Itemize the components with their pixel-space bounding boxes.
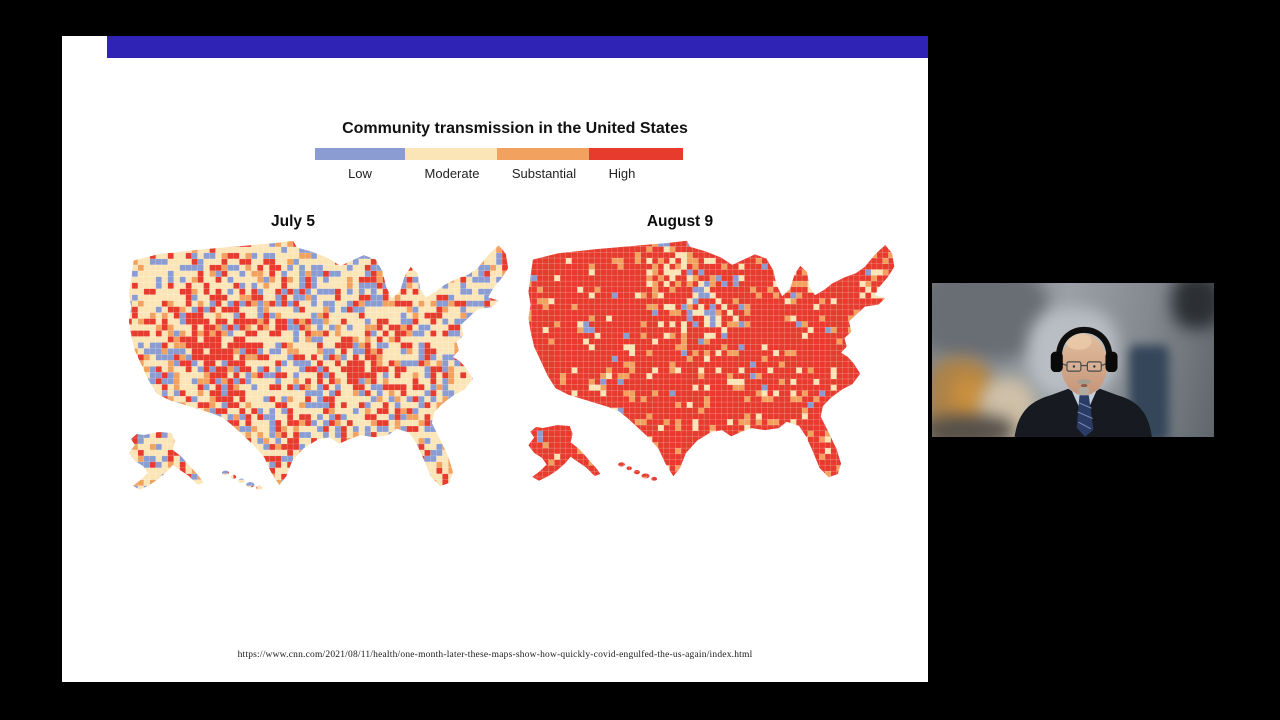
presenter-webcam-tile (929, 277, 1218, 443)
presenter-headphone-cup-right (1105, 351, 1118, 373)
presenter-figure (1014, 327, 1152, 437)
legend-swatch-moderate (405, 148, 497, 160)
figure-title: Community transmission in the United Sta… (342, 120, 688, 137)
legend-label-high: High (608, 166, 636, 181)
transmission-legend-labels: Low Moderate Substantial High (62, 166, 928, 184)
legend-label-low: Low (348, 166, 372, 181)
presenter-headphone-cup-left (1050, 351, 1063, 373)
presenter-goatee (1078, 386, 1090, 396)
background-orange-blob (951, 375, 986, 422)
map-title-august-9: August 9 (646, 213, 714, 230)
source-url-text: https://www.cnn.com/2021/08/11/health/on… (237, 650, 753, 660)
presenter-bald-highlight (1065, 333, 1092, 350)
presenter-eye-right (1093, 365, 1096, 368)
presenter-headphones-band (1056, 327, 1113, 355)
background-dark-corner-blob (1171, 283, 1214, 330)
presentation-slide: Community transmission in the United Sta… (62, 36, 928, 682)
background-dark-lower-blob (932, 415, 1014, 437)
choropleth-map-august-9 (528, 240, 895, 481)
choropleth-map-july-5 (128, 240, 509, 490)
presenter-tie-stripes (1077, 402, 1093, 430)
legend-swatch-substantial (497, 148, 589, 160)
presenter-mouth (1080, 383, 1088, 388)
map-title-july-5: July 5 (271, 213, 315, 230)
slide-title-bar (107, 36, 928, 58)
legend-swatch-high (589, 148, 683, 160)
transmission-legend-colorbar (315, 148, 683, 160)
presenter-tie (1076, 395, 1094, 437)
presenter-head (1060, 334, 1108, 396)
legend-label-substantial: Substantial (511, 166, 577, 181)
legend-label-moderate: Moderate (424, 166, 480, 181)
legend-swatch-low (315, 148, 405, 160)
presenter-eye-left (1072, 365, 1076, 368)
webcam-blurred-background (932, 283, 1214, 437)
presenter-mustache (1077, 379, 1092, 385)
